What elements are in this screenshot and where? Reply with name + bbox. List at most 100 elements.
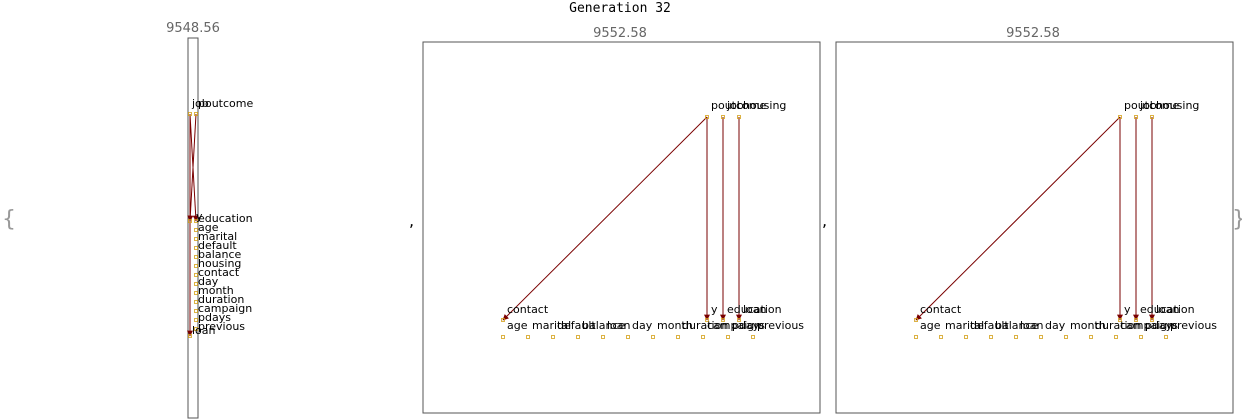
node-label-previous: previous (757, 319, 804, 332)
node-label-pdays: pdays (732, 319, 765, 332)
close-brace: } (1232, 207, 1242, 232)
node-label-poutcome: poutcome (198, 97, 253, 110)
node-label-campaign: campaign (1120, 319, 1174, 332)
node-loan (601, 335, 605, 339)
node-label-campaign: campaign (707, 319, 761, 332)
node-label-loan: loan (192, 324, 216, 337)
node-label-duration: duration (198, 293, 244, 306)
edge-poutcome-contact (502, 116, 708, 321)
node-label-duration: duration (1095, 319, 1141, 332)
node-label-loan: loan (1156, 303, 1180, 316)
node-marital (939, 335, 943, 339)
node-month (194, 291, 198, 295)
node-education (721, 318, 725, 322)
node-housing (1150, 115, 1154, 119)
node-default (551, 335, 555, 339)
node-label-balance: balance (582, 319, 626, 332)
node-day (626, 335, 630, 339)
node-label-month: month (657, 319, 693, 332)
node-contact (501, 318, 505, 322)
node-education (1134, 318, 1138, 322)
node-month (1064, 335, 1068, 339)
edge-poutcome-contact (915, 116, 1121, 321)
node-contact (194, 273, 198, 277)
panel-frame (187, 37, 199, 419)
node-marital (526, 335, 530, 339)
node-contact (914, 318, 918, 322)
node-loan (737, 318, 741, 322)
node-label-age: age (507, 319, 528, 332)
node-label-marital: marital (945, 319, 984, 332)
node-label-age: age (920, 319, 941, 332)
node-label-marital: marital (198, 230, 237, 243)
node-day (1039, 335, 1043, 339)
node-label-day: day (198, 275, 219, 288)
node-label-poutcome: poutcome (1124, 99, 1179, 112)
node-label-housing: housing (1156, 99, 1199, 112)
panel-score: 9552.58 (593, 26, 647, 41)
node-default (194, 246, 198, 250)
node-previous (1164, 335, 1168, 339)
node-job (721, 115, 725, 119)
node-label-day: day (1045, 319, 1066, 332)
panel-score: 9552.58 (1006, 26, 1060, 41)
node-day (194, 282, 198, 286)
node-default (964, 335, 968, 339)
node-previous (194, 327, 198, 331)
node-balance (576, 335, 580, 339)
node-campaign (1114, 335, 1118, 339)
node-label-duration: duration (682, 319, 728, 332)
node-duration (676, 335, 680, 339)
node-housing (737, 115, 741, 119)
open-brace: { (2, 207, 16, 232)
node-poutcome (194, 112, 198, 116)
node-label-default: default (970, 319, 1009, 332)
edge-poutcome-y (187, 113, 197, 222)
node-label-housing: housing (743, 99, 786, 112)
node-pdays (726, 335, 730, 339)
separator-1: , (409, 211, 414, 230)
node-label-contact: contact (920, 303, 962, 316)
node-label-loan: loan (607, 319, 631, 332)
node-label-campaign: campaign (198, 302, 252, 315)
node-label-education: education (198, 212, 253, 225)
node-label-contact: contact (198, 266, 240, 279)
node-label-balance: balance (995, 319, 1039, 332)
node-y (188, 219, 192, 223)
node-label-month: month (1070, 319, 1106, 332)
node-y (1118, 318, 1122, 322)
node-age (501, 335, 505, 339)
node-label-month: month (198, 284, 234, 297)
node-label-default: default (198, 239, 237, 252)
panel-frame (835, 41, 1234, 414)
node-label-y: y (711, 303, 718, 316)
panel-frame (422, 41, 821, 414)
node-y (705, 318, 709, 322)
node-label-education: education (1140, 303, 1195, 316)
node-pdays (1139, 335, 1143, 339)
node-label-job: job (726, 99, 744, 112)
node-pdays (194, 318, 198, 322)
node-label-job: job (191, 97, 209, 110)
node-previous (751, 335, 755, 339)
separator-2: , (822, 211, 827, 230)
panel-score: 9548.56 (166, 21, 220, 36)
node-loan (1014, 335, 1018, 339)
node-age (194, 228, 198, 232)
node-month (651, 335, 655, 339)
node-label-education: education (727, 303, 782, 316)
node-housing (194, 264, 198, 268)
node-label-loan: loan (1020, 319, 1044, 332)
node-poutcome (705, 115, 709, 119)
node-label-day: day (632, 319, 653, 332)
node-balance (989, 335, 993, 339)
node-label-housing: housing (198, 257, 241, 270)
node-duration (194, 300, 198, 304)
node-education (194, 219, 198, 223)
node-balance (194, 255, 198, 259)
node-label-job: job (1139, 99, 1157, 112)
